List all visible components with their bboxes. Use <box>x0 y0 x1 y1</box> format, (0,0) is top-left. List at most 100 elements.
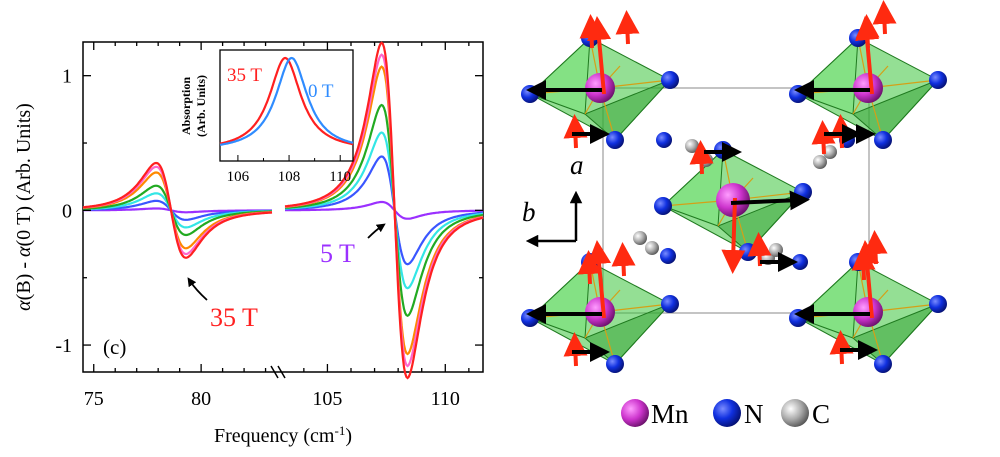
spin-arrow-red <box>747 232 772 267</box>
n-atom <box>929 295 947 313</box>
inset: 106 108 110 35 T 0 T Absorption (Arb. Unit… <box>179 49 354 185</box>
y-ticks: 1 0 -1 <box>55 66 483 357</box>
y-axis-label: α(B) - α(0 T) (Arb. Units) <box>13 103 35 311</box>
panel-label: (c) <box>103 335 126 359</box>
spin-arrow-red <box>811 120 836 155</box>
inset-x-tick-label: 106 <box>227 169 250 185</box>
octahedron-face <box>797 260 859 339</box>
spin-arrow-black <box>730 190 810 211</box>
n-atom <box>521 309 539 327</box>
c-atom <box>813 155 827 169</box>
crystal-structure: a b Mn N C <box>521 0 947 429</box>
series-group <box>82 41 484 380</box>
unit-cell <box>602 87 870 314</box>
axis-a-label: a <box>570 150 584 180</box>
inset-series-0 <box>219 56 354 146</box>
spin-arrow-red <box>855 14 880 49</box>
legend-n-ball <box>713 399 741 427</box>
inset-legend-35T: 35 T <box>227 65 262 86</box>
series-3-low-band <box>82 184 272 237</box>
structure-group <box>521 0 947 373</box>
octahedron-face <box>529 260 591 339</box>
inset-ylabel-line1: Absorption <box>179 77 193 135</box>
spin-arrow-red <box>579 14 604 49</box>
annotation-5T: 5 T <box>320 239 355 268</box>
series-2-high-band <box>284 131 484 290</box>
spin-arrow-red <box>587 16 612 95</box>
legend-n-label: N <box>744 399 764 429</box>
n-atom <box>661 295 679 313</box>
c-atom <box>823 145 837 159</box>
x-tick-label: 80 <box>191 388 211 410</box>
n-atom <box>789 309 807 327</box>
spin-arrow-red <box>577 250 602 285</box>
spin-arrow-red <box>863 230 888 265</box>
spin-arrow-red <box>689 140 714 175</box>
series-0-high-band <box>285 200 484 220</box>
n-atom <box>739 243 757 261</box>
spin-arrow-red <box>615 10 640 45</box>
spin-arrow-red <box>829 330 854 365</box>
c-atom <box>633 231 647 245</box>
axes-indicator: a b <box>522 150 584 248</box>
inset-ylabel-line2: (Arb. Units) <box>194 75 208 137</box>
inset-series-1 <box>219 56 354 146</box>
n-atom <box>660 248 676 264</box>
inset-frame <box>219 49 354 162</box>
n-atom <box>874 355 892 373</box>
inset-x-tick-label: 110 <box>329 169 351 185</box>
axis-break <box>270 365 286 379</box>
y-tick-label: 0 <box>62 200 72 222</box>
n-atom <box>606 355 624 373</box>
x-tick-label: 75 <box>84 388 104 410</box>
spin-arrow-red <box>872 0 897 35</box>
atom-legend: Mn N C <box>621 399 830 429</box>
series-1-high-band <box>284 155 484 266</box>
annotation-5T-arrow <box>367 223 386 239</box>
plot-area: 75 80 105 110 1 0 -1 35 T 5 T (c) 106 108 110 3… <box>13 41 484 447</box>
n-atom <box>521 85 539 103</box>
inset-legend-0T: 0 T <box>308 81 334 102</box>
n-atom <box>929 71 947 89</box>
n-atom <box>654 197 672 215</box>
x-axis-label: Frequency (cm-1) <box>214 423 352 447</box>
annotation-35T-arrow <box>187 277 208 301</box>
series-6-high-band <box>284 41 484 380</box>
x-tick-label: 105 <box>312 388 342 410</box>
n-atom <box>792 254 808 270</box>
annotation-35T: 35 T <box>210 303 258 332</box>
octahedron-face <box>662 148 724 227</box>
octahedron-face <box>529 36 591 115</box>
spin-arrow-red <box>611 242 636 277</box>
x-tick-label: 110 <box>431 388 460 410</box>
legend-mn-ball <box>621 399 649 427</box>
legend-c-ball <box>781 399 809 427</box>
n-atom <box>606 131 624 149</box>
y-tick-label: -1 <box>55 335 72 357</box>
axis-b-label: b <box>522 197 536 227</box>
inset-x-tick-label: 108 <box>278 169 301 185</box>
series-3-high-band <box>284 103 484 317</box>
inset-x-ticks: 106 108 110 <box>227 155 351 185</box>
spin-arrow-red <box>851 246 876 281</box>
n-atom <box>874 131 892 149</box>
n-atom <box>789 85 807 103</box>
n-atom <box>661 71 679 89</box>
spin-arrow-red <box>563 114 588 149</box>
n-atom <box>656 132 672 148</box>
x-ticks: 75 80 105 110 <box>84 42 470 410</box>
c-atom <box>769 243 783 257</box>
c-atom <box>645 241 659 255</box>
y-tick-label: 1 <box>62 66 72 88</box>
legend-c-label: C <box>812 399 830 429</box>
series-6-low-band <box>82 161 273 259</box>
c-atom <box>685 139 699 153</box>
n-atom <box>849 29 867 47</box>
spin-arrow-red <box>829 114 854 149</box>
spin-arrow-red <box>721 197 746 274</box>
spin-arrow-red <box>563 332 588 367</box>
inset-series-group <box>219 56 354 146</box>
octahedron-face <box>797 36 859 115</box>
legend-mn-label: Mn <box>651 399 689 429</box>
